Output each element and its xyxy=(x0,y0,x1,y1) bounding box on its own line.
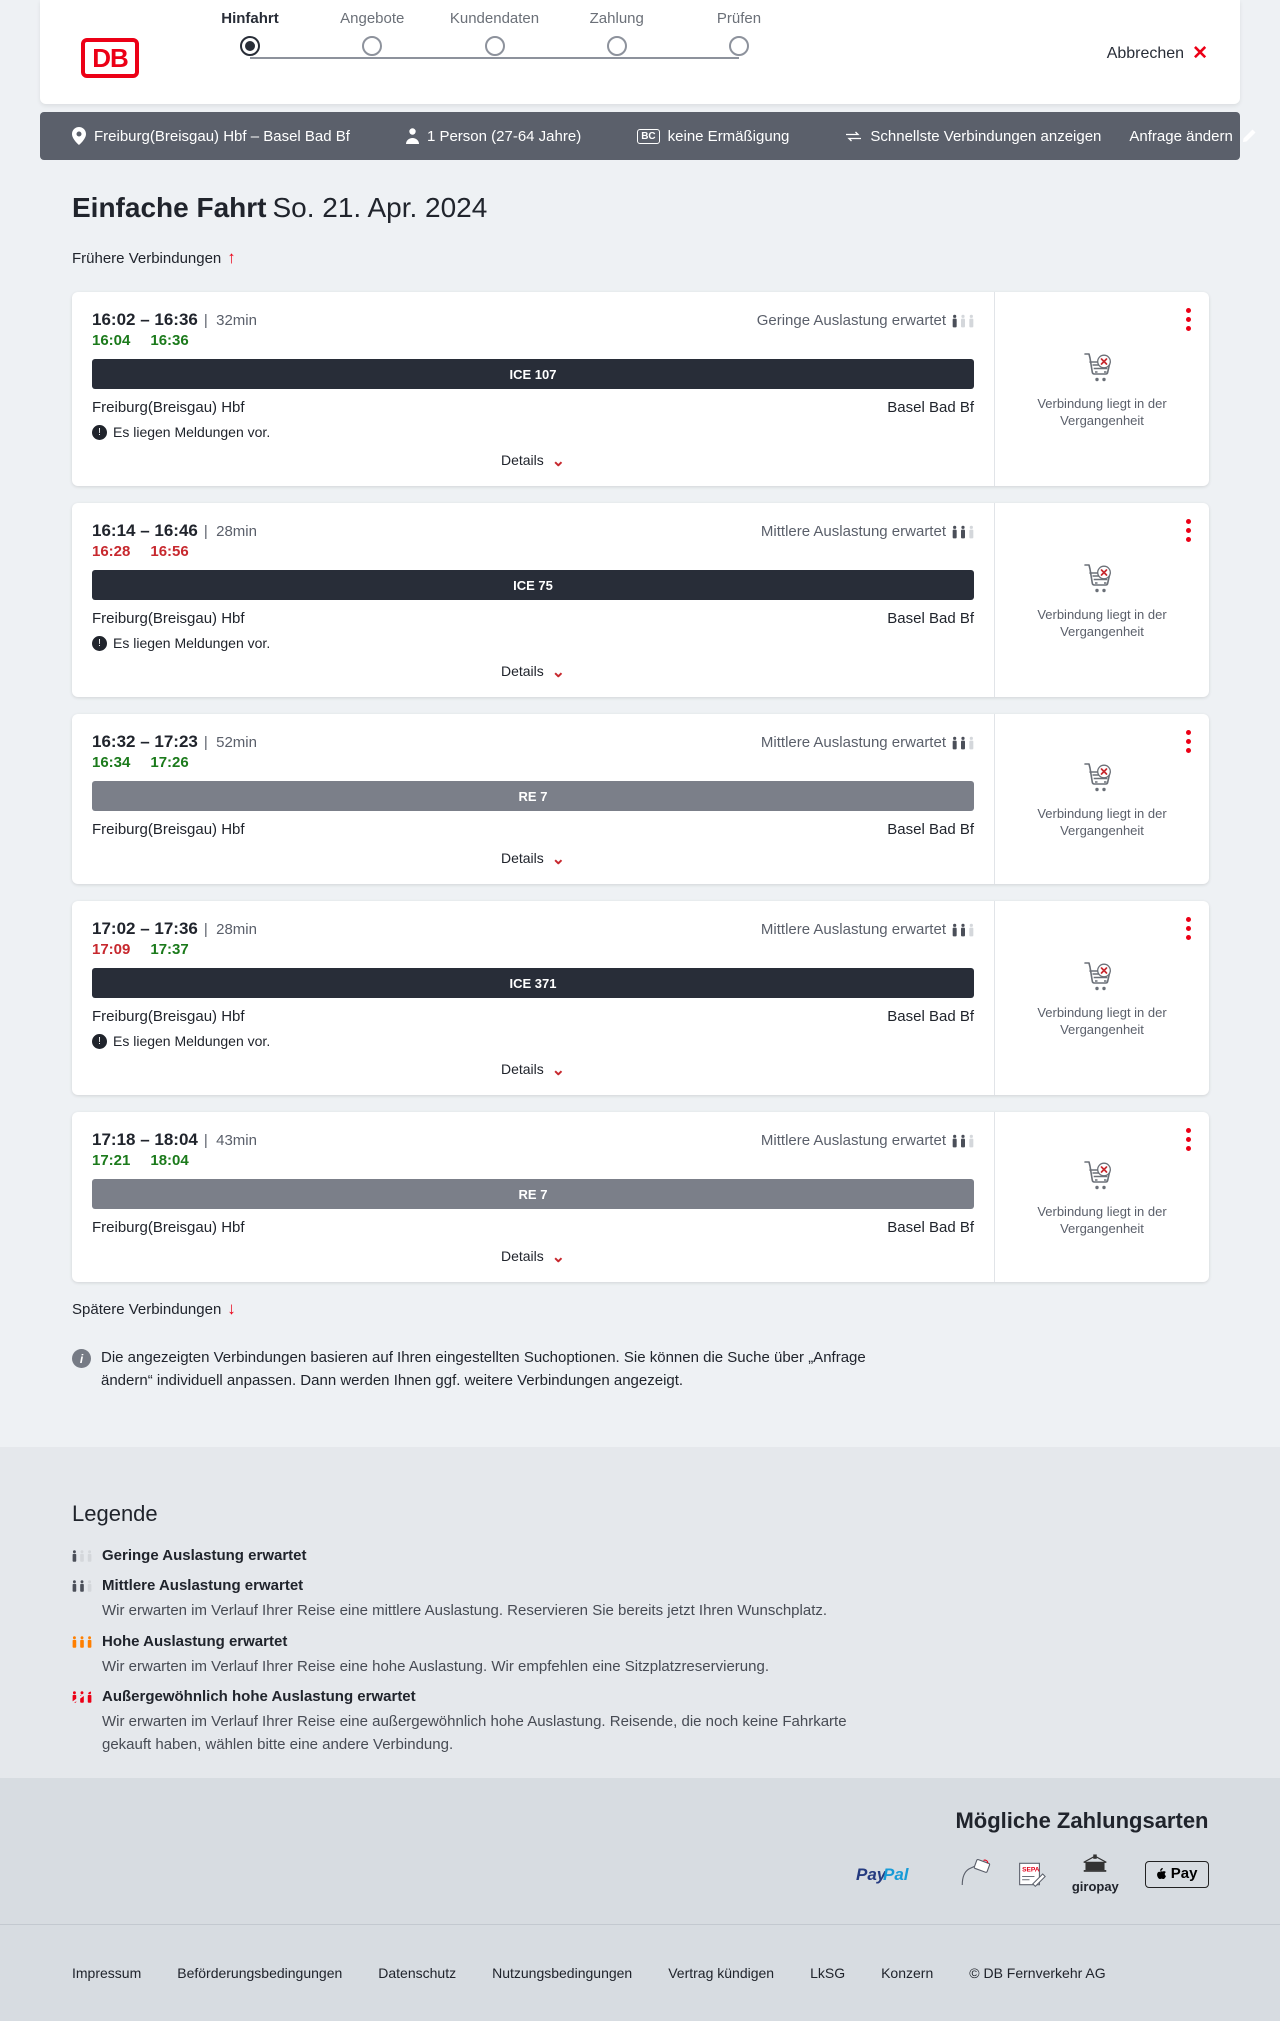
svg-text:Pal: Pal xyxy=(883,1865,910,1884)
svg-text:SEPA: SEPA xyxy=(1022,1867,1040,1874)
